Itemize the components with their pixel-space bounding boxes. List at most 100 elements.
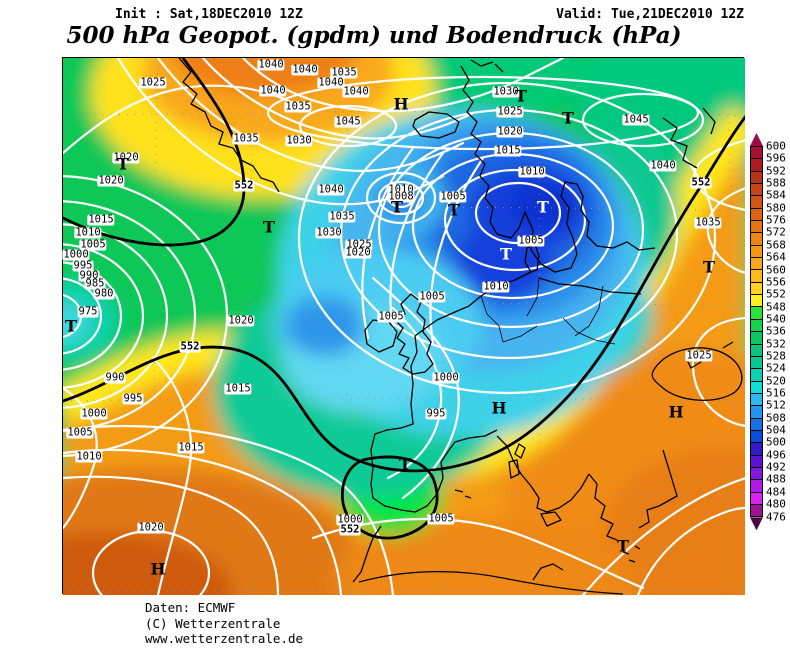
colorbar-segment [751,392,762,406]
height-label-552: 552 [690,176,712,189]
pressure-label: 1040 [317,183,345,196]
pressure-label: 990 [78,269,100,282]
colorbar-tick-label: 596 [766,151,786,165]
colorbar-tick-label: 536 [766,324,786,338]
pressure-label: 1010 [482,280,510,293]
pressure-label: 1015 [87,213,115,226]
colorbar-segment [751,207,762,221]
colorbar-segment [751,491,762,504]
colorbar-tick-label: 576 [766,213,786,227]
pressure-label: 1005 [79,238,107,251]
pressure-label: 1015 [494,144,522,157]
footer-data-source: Daten: ECMWF [145,600,236,615]
map-title: 500 hPa Geopot. (gpdm) und Bodendruck (h… [66,22,682,49]
colorbar-tick-label: 496 [766,448,786,462]
height-contour-552 [63,58,745,540]
colorbar-segment [751,417,762,430]
colorbar-tick-label: 588 [766,176,786,190]
pressure-label: 1025 [139,76,167,89]
pressure-label: 1040 [291,63,319,76]
colorbar-segment [751,355,762,369]
pressure-label: 1035 [694,216,722,229]
pressure-label: 1035 [232,132,260,145]
pressure-label: 1030 [492,85,520,98]
pressure-label: 1020 [137,521,165,534]
colorbar-segment [751,170,762,184]
colorbar-segment [751,442,762,455]
colorbar-tick-label: 528 [766,349,786,363]
colorbar-tick-label: 600 [766,139,786,153]
low-center-marker: T [703,257,715,277]
pressure-label: 1025 [496,105,524,118]
colorbar-segment [751,146,762,159]
pressure-label: 1010 [518,165,546,178]
colorbar-tick-label: 508 [766,411,786,425]
colorbar-segment [751,195,762,208]
colorbar-tick-label: 484 [766,485,786,499]
pressure-label: 1015 [224,382,252,395]
colorbar-segment [751,380,762,393]
pressure-label: 1045 [622,113,650,126]
colorbar-segment [751,405,762,418]
colorbar-tick-label: 560 [766,263,786,276]
pressure-label: 1035 [330,66,358,79]
pressure-label: 1008 [387,190,415,203]
pressure-label: 1000 [336,513,364,526]
height-label-552: 552 [179,340,201,353]
pressure-label: 1010 [74,226,102,239]
low-center-marker: T [617,536,629,556]
colorbar-arrow-up-icon [750,133,763,146]
colorbar-tick-label: 488 [766,472,786,486]
colorbar-arrow-down-icon [750,517,763,531]
pressure-label: 1000 [80,407,108,420]
pressure-label: 990 [104,371,126,384]
pressure-label: 985 [84,277,106,290]
colorbar-tick-label: 520 [766,374,786,388]
pressure-label: 1005 [427,512,455,525]
pressure-label: 1035 [284,100,312,113]
low-center-marker: T [117,154,129,174]
weather-map: 1025 1040 1040 1035 1040 1040 1040 1035 1030 1035… [62,57,745,595]
height-label-552: 552 [339,523,361,536]
colorbar-tick-label: 572 [766,225,786,239]
pressure-label: 975 [77,305,99,318]
pressure-label: 1025 [345,238,373,251]
colorbar-segments [750,146,763,518]
colorbar-tick-label: 516 [766,386,786,400]
pressure-label: 980 [93,287,115,300]
pressure-label: 1015 [177,441,205,454]
colorbar-segment [751,244,762,258]
pressure-label: 1010 [387,183,415,196]
colorbar-segment [751,294,762,307]
high-center-marker: H [491,398,507,418]
colorbar-segment [751,306,762,319]
low-center-marker: T [537,197,549,217]
footer-copyright: (C) Wetterzentrale [145,615,281,631]
colorbar-segment [751,368,762,381]
pressure-label: 1020 [496,125,524,138]
pressure-label: 1020 [344,246,372,259]
low-center-marker: T [399,454,411,474]
footer-credits: Daten: ECMWF (C) Wetterzentrale www.wett… [145,600,303,647]
pressure-label: 1045 [334,115,362,128]
pressure-label: 1005 [517,234,545,247]
colorbar-tick-label: 532 [766,337,786,351]
colorbar-tick-label: 552 [766,287,786,301]
colorbar-tick-label: 592 [766,164,786,178]
colorbar-tick-label: 580 [766,201,786,215]
pressure-label: 1040 [342,85,370,98]
colorbar-segment [751,343,762,356]
low-center-marker: T [500,244,512,264]
colorbar-segment [751,429,762,443]
pressure-label: 1020 [112,151,140,164]
high-center-marker: H [150,559,166,579]
pressure-label: 1040 [649,159,677,172]
colorbar-tick-label: 500 [766,435,786,449]
low-center-marker: T [448,200,460,220]
coastlines [178,58,743,595]
low-center-marker: T [515,86,527,106]
pressure-label: 1030 [315,226,343,239]
colorbar-segment [751,183,762,196]
pressure-label: 1020 [97,174,125,187]
